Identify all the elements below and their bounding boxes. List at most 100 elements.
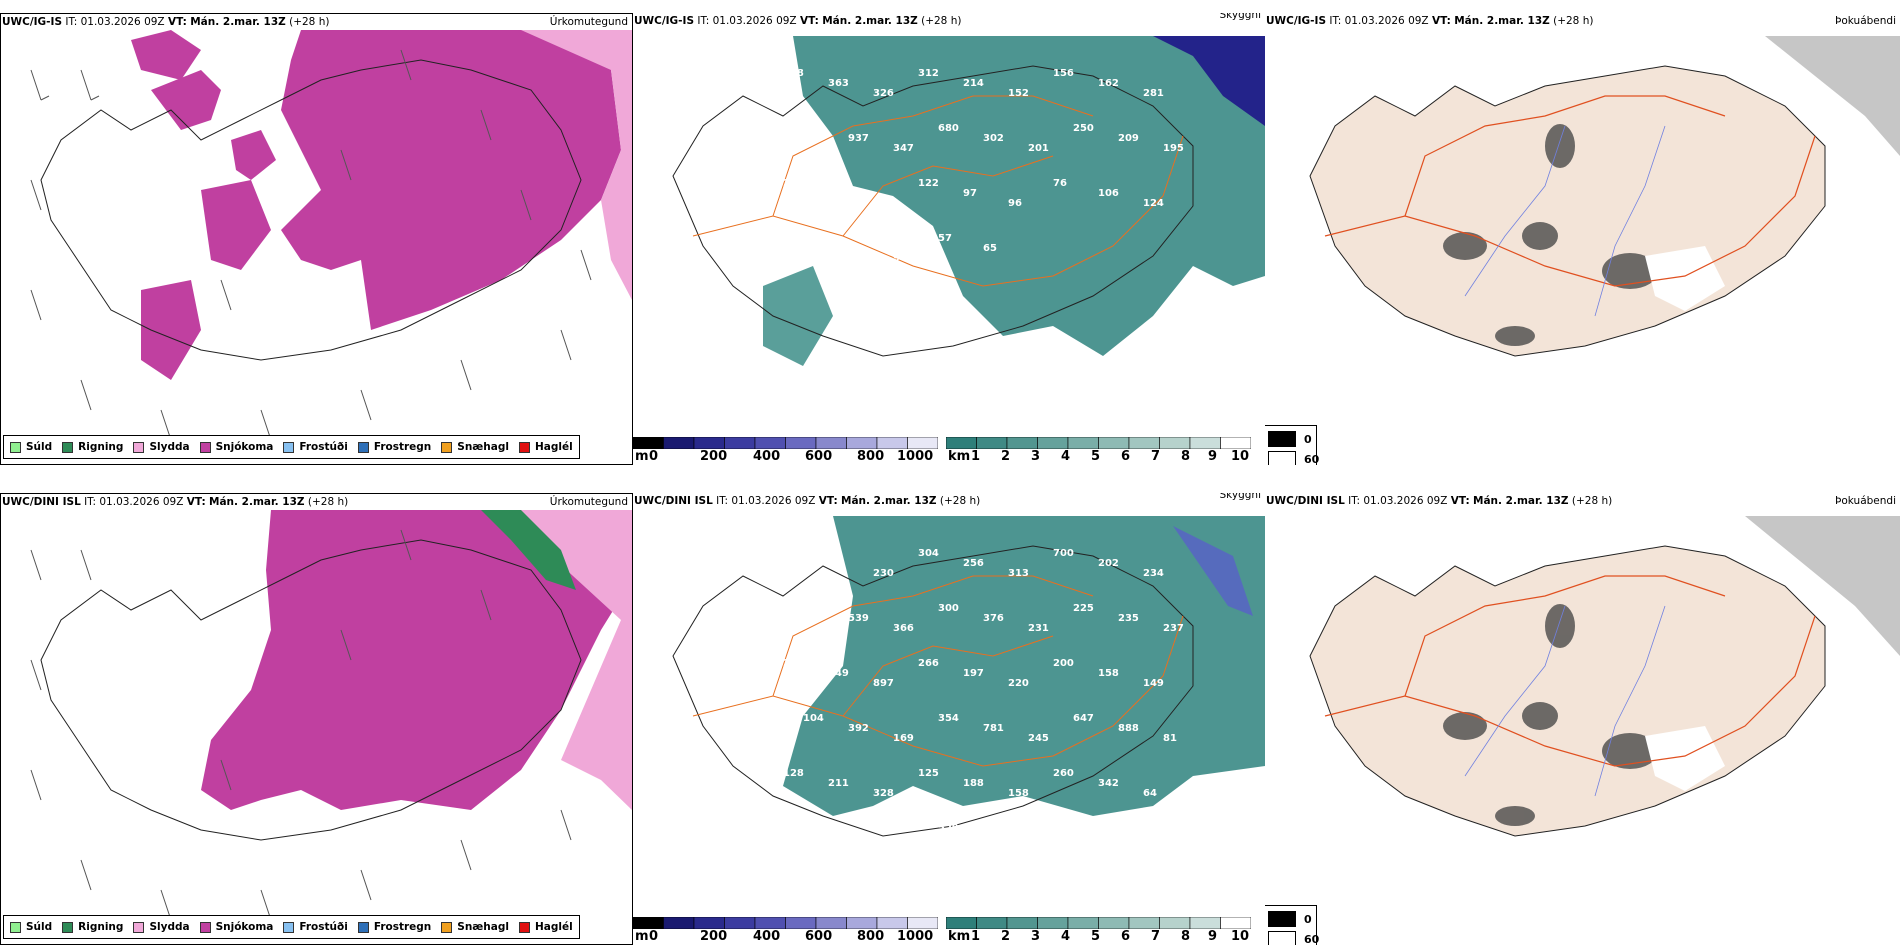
- tick-label: 1000: [897, 449, 934, 464]
- tick-label: 9: [1208, 929, 1218, 944]
- colorbar-segment: [976, 437, 1008, 449]
- tick-label: 10: [1231, 449, 1250, 464]
- visibility-labels-layer: 268 363 326 312 214 152 156 162 281 395 937 347 680 3…: [783, 68, 1184, 264]
- visibility-value-label: 213: [783, 178, 804, 189]
- colorbar-segment: [693, 437, 725, 449]
- legend-item: Haglél: [518, 921, 573, 933]
- legend-item: Súld: [10, 441, 52, 453]
- visibility-value-label: 231: [1028, 623, 1049, 634]
- visibility-value-label: 203: [783, 658, 804, 669]
- visibility-value-label: 647: [1073, 713, 1094, 724]
- cloud-base-low: [1173, 526, 1253, 616]
- precip-type-panel-bottom: UWC/DINI ISL IT: 01.03.2026 09Z VT: Mán.…: [0, 493, 633, 945]
- visibility-value-label: 128: [783, 768, 804, 779]
- visibility-value-label: 195: [1163, 143, 1184, 154]
- colorbar-segment: [724, 917, 756, 929]
- visibility-unit: km: [948, 449, 971, 464]
- visibility-value-label: 349: [828, 668, 849, 679]
- visibility-value-label: 529: [938, 823, 959, 834]
- roads: [692, 95, 1184, 287]
- visibility-value-label: 354: [938, 713, 959, 724]
- fog-index-legend: 0 60: [1265, 425, 1319, 465]
- land: [1309, 65, 1826, 357]
- legend-item: Súld: [10, 921, 52, 933]
- cloud-base-unit: m: [635, 449, 649, 464]
- visibility-value-label: 91: [803, 823, 817, 834]
- fog-index-legend: 0 60: [1265, 905, 1319, 945]
- wind-barbs: [30, 529, 572, 920]
- visibility-value-label: 366: [893, 623, 914, 634]
- panel-header: UWC/IG-IS IT: 01.03.2026 09Z VT: Mán. 2.…: [1266, 15, 1594, 27]
- colorbar-segment: [724, 437, 756, 449]
- colorbar-segment: [1159, 437, 1191, 449]
- clear-area: [1645, 726, 1725, 791]
- fog-legend-row: 60: [1268, 451, 1319, 465]
- visibility-labels-layer: 816 72 230 304 256 313 700 202 234 314 539 366 300 37…: [783, 548, 1184, 854]
- colorbar-segment: [1037, 437, 1069, 449]
- visibility-value-label: 202: [1098, 558, 1119, 569]
- visibility-value-label: 281: [1143, 88, 1164, 99]
- visibility-value-label: 300: [938, 603, 959, 614]
- tick-label: 3: [1031, 929, 1041, 944]
- legend-item: Frostregn: [357, 441, 431, 453]
- low-visibility-area: [783, 516, 1265, 816]
- cloud-base-colorbar: [633, 437, 938, 449]
- wind-barbs: [30, 49, 592, 440]
- colorbar-segment: [946, 437, 977, 449]
- visibility-value-label: 328: [873, 788, 894, 799]
- colorbar-segment: [1220, 437, 1251, 449]
- visibility-value-label: 96: [1008, 198, 1022, 209]
- visibility-value-label: 64: [1143, 788, 1157, 799]
- fog-top-corner: [1745, 516, 1900, 656]
- visibility-colorbar: [946, 437, 1251, 449]
- visibility-value-label: 230: [873, 568, 894, 579]
- visibility-value-label: 342: [1098, 778, 1119, 789]
- visibility-value-label: 680: [938, 123, 959, 134]
- visibility-value-label: 197: [963, 668, 984, 679]
- panel-header: UWC/DINI ISL IT: 01.03.2026 09Z VT: Mán.…: [2, 496, 349, 508]
- visibility-value-label: 347: [893, 143, 914, 154]
- visibility-value-label: 156: [1053, 68, 1074, 79]
- tick-label: 1: [971, 929, 981, 944]
- visibility-panel-bottom: UWC/DINI ISL IT: 01.03.2026 09Z VT: Mán.…: [633, 493, 1265, 945]
- tick-label: 800: [857, 929, 885, 944]
- visibility-value-label: 97: [963, 188, 977, 199]
- colorbar-segment: [754, 437, 786, 449]
- visibility-value-label: 235: [1118, 613, 1139, 624]
- visibility-value-label: 237: [1163, 623, 1184, 634]
- visibility-value-label: 158: [1008, 788, 1029, 799]
- visibility-value-label: 72: [828, 558, 842, 569]
- visibility-value-label: 888: [1118, 723, 1139, 734]
- visibility-value-label: 539: [848, 613, 869, 624]
- low-visibility-area: [793, 36, 1265, 356]
- legend-item: Frostúði: [283, 441, 348, 453]
- cloud-base-colorbar: [633, 917, 938, 929]
- panel-header: UWC/DINI ISL IT: 01.03.2026 09Z VT: Mán.…: [1266, 495, 1613, 507]
- fog-index-panel-top: UWC/IG-IS IT: 01.03.2026 09Z VT: Mán. 2.…: [1265, 13, 1900, 465]
- tick-label: 1: [971, 449, 981, 464]
- sleet-area: [501, 510, 632, 810]
- precip-type-legend: Súld Rigning Slydda Snjókoma Frostúði Fr…: [3, 435, 580, 459]
- tick-label: 10: [1231, 929, 1250, 944]
- visibility-colorbar: [946, 917, 1251, 929]
- tick-label: 4: [1061, 449, 1071, 464]
- colorbar-segment: [907, 437, 938, 449]
- colorbar-segment: [1159, 917, 1191, 929]
- fog-index-map: [1309, 516, 1900, 837]
- colorbar-segment: [815, 917, 847, 929]
- colorbar-segment: [1006, 437, 1038, 449]
- clear-area: [1645, 246, 1725, 311]
- legend-item: Snæhagl: [441, 921, 509, 933]
- colorbar-segment: [815, 437, 847, 449]
- visibility-value-label: 245: [1028, 733, 1049, 744]
- visibility-value-label: 158: [1098, 668, 1119, 679]
- colorbar-segment: [846, 437, 878, 449]
- visibility-value-label: 220: [1008, 678, 1029, 689]
- tick-label: 400: [753, 449, 781, 464]
- tick-label: 400: [753, 929, 781, 944]
- tick-label: 8: [1181, 449, 1191, 464]
- tick-label: 200: [700, 449, 728, 464]
- visibility-value-label: 211: [828, 778, 849, 789]
- cloud-base-colorbar-labels: m 0 200 400 600 800 1000: [633, 929, 938, 945]
- tick-label: 800: [857, 449, 885, 464]
